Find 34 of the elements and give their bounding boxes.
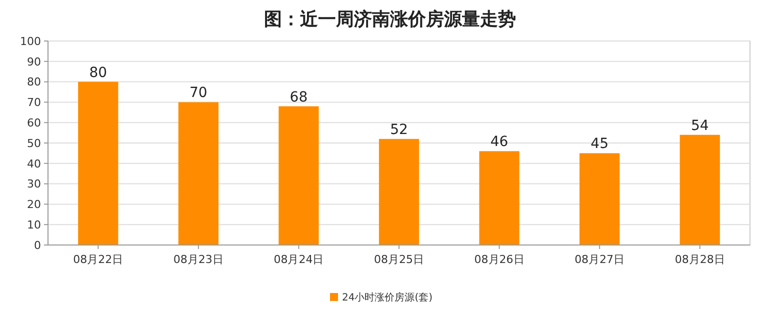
x-tick-label: 08月23日 (173, 253, 224, 266)
bar (479, 151, 520, 245)
bar (378, 138, 420, 245)
y-tick-label: 80 (27, 76, 41, 89)
y-tick-label: 70 (27, 96, 41, 110)
y-tick-label: 10 (27, 218, 41, 232)
x-tick-label: 08月22日 (73, 253, 124, 266)
bar (78, 82, 118, 245)
x-tick-label: 08月24日 (274, 253, 324, 266)
data-label: 68 (290, 89, 308, 106)
y-tick-label: 20 (27, 198, 41, 212)
bar (580, 153, 620, 245)
data-label: 52 (390, 122, 408, 138)
y-tick-label: 30 (27, 178, 41, 191)
legend-label: 24小时涨价房源(套) (342, 292, 433, 304)
data-label: 46 (490, 134, 508, 150)
bar (278, 106, 319, 245)
bar (178, 102, 218, 245)
data-label: 45 (590, 136, 608, 152)
chart-title: 图：近一周济南涨价房源量走势 (264, 9, 516, 30)
x-tick-label: 08月28日 (674, 253, 725, 266)
data-label: 70 (190, 85, 208, 102)
y-tick-label: 40 (27, 157, 41, 170)
y-tick-label: 90 (27, 55, 41, 68)
x-tick-label: 08月25日 (374, 253, 424, 266)
data-label: 80 (89, 64, 108, 81)
y-tick-label: 0 (34, 238, 41, 252)
bar (680, 134, 720, 245)
data-label: 54 (690, 118, 709, 134)
y-tick-label: 60 (27, 116, 41, 130)
x-tick-label: 08月26日 (474, 253, 524, 266)
y-tick-label: 100 (20, 34, 41, 48)
x-tick-label: 08月27日 (574, 253, 625, 266)
y-tick-label: 50 (27, 136, 41, 150)
